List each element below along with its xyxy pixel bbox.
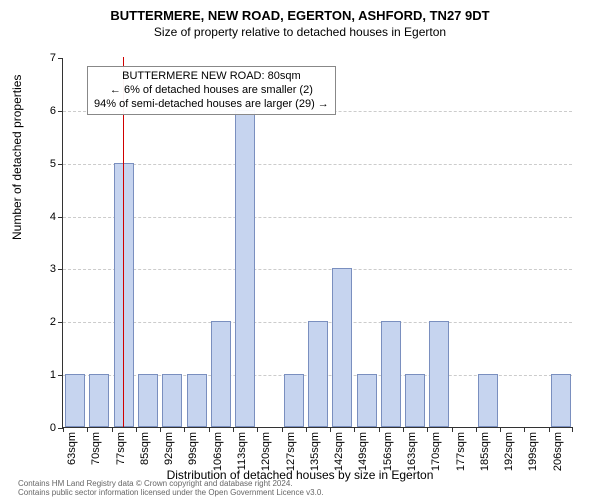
xtick-label: 92sqm [163, 432, 175, 465]
ytick-label: 1 [36, 369, 56, 381]
xtick-mark [257, 427, 258, 432]
plot-region: 63sqm70sqm77sqm85sqm92sqm99sqm106sqm113s… [62, 58, 572, 428]
histogram-bar [114, 163, 134, 427]
ytick-mark [58, 111, 63, 112]
chart-area: 63sqm70sqm77sqm85sqm92sqm99sqm106sqm113s… [62, 58, 572, 428]
xtick-mark [354, 427, 355, 432]
xtick-label: 163sqm [406, 432, 418, 471]
annotation-line: 94% of semi-detached houses are larger (… [94, 98, 329, 112]
histogram-bar [551, 374, 571, 427]
xtick-mark [427, 427, 428, 432]
xtick-mark [476, 427, 477, 432]
xtick-label: 77sqm [115, 432, 127, 465]
xtick-mark [452, 427, 453, 432]
xtick-mark [306, 427, 307, 432]
ytick-label: 4 [36, 211, 56, 223]
histogram-bar [308, 321, 328, 427]
xtick-mark [549, 427, 550, 432]
gridline-h [63, 269, 572, 270]
xtick-mark [136, 427, 137, 432]
gridline-h [63, 217, 572, 218]
xtick-mark [524, 427, 525, 432]
xtick-label: 170sqm [430, 432, 442, 471]
xtick-mark [160, 427, 161, 432]
xtick-label: 185sqm [479, 432, 491, 471]
ytick-mark [58, 322, 63, 323]
ytick-label: 5 [36, 158, 56, 170]
histogram-bar [211, 321, 231, 427]
xtick-mark [330, 427, 331, 432]
histogram-bar [405, 374, 425, 427]
xtick-label: 85sqm [139, 432, 151, 465]
histogram-bar [332, 268, 352, 427]
xtick-mark [184, 427, 185, 432]
annotation-line: ← 6% of detached houses are smaller (2) [94, 84, 329, 98]
histogram-bar [235, 110, 255, 427]
xtick-mark [63, 427, 64, 432]
xtick-label: 199sqm [527, 432, 539, 471]
ytick-mark [58, 58, 63, 59]
ytick-label: 0 [36, 422, 56, 434]
annotation-line: BUTTERMERE NEW ROAD: 80sqm [94, 70, 329, 84]
annotation-box: BUTTERMERE NEW ROAD: 80sqm← 6% of detach… [87, 66, 336, 115]
xtick-label: 70sqm [90, 432, 102, 465]
xtick-mark [379, 427, 380, 432]
histogram-bar [138, 374, 158, 427]
ytick-label: 6 [36, 105, 56, 117]
xtick-mark [233, 427, 234, 432]
histogram-bar [284, 374, 304, 427]
footer-line-2: Contains public sector information licen… [18, 489, 324, 498]
xtick-label: 149sqm [357, 432, 369, 471]
xtick-label: 142sqm [333, 432, 345, 471]
xtick-mark [500, 427, 501, 432]
xtick-mark [282, 427, 283, 432]
xtick-mark [87, 427, 88, 432]
histogram-bar [429, 321, 449, 427]
histogram-bar [187, 374, 207, 427]
xtick-label: 156sqm [382, 432, 394, 471]
xtick-label: 99sqm [187, 432, 199, 465]
xtick-label: 177sqm [455, 432, 467, 471]
ytick-mark [58, 217, 63, 218]
xtick-label: 63sqm [66, 432, 78, 465]
ytick-mark [58, 164, 63, 165]
chart-title: BUTTERMERE, NEW ROAD, EGERTON, ASHFORD, … [0, 0, 600, 23]
ytick-mark [58, 375, 63, 376]
gridline-h [63, 164, 572, 165]
histogram-bar [478, 374, 498, 427]
xtick-label: 135sqm [309, 432, 321, 471]
xtick-mark [112, 427, 113, 432]
y-axis-label: Number of detached properties [10, 75, 24, 240]
xtick-label: 106sqm [212, 432, 224, 471]
ytick-mark [58, 269, 63, 270]
ytick-label: 3 [36, 263, 56, 275]
attribution-footer: Contains HM Land Registry data © Crown c… [18, 480, 324, 498]
ytick-label: 7 [36, 52, 56, 64]
xtick-mark [572, 427, 573, 432]
histogram-bar [89, 374, 109, 427]
xtick-label: 192sqm [503, 432, 515, 471]
xtick-label: 120sqm [260, 432, 272, 471]
histogram-bar [381, 321, 401, 427]
histogram-bar [162, 374, 182, 427]
xtick-mark [403, 427, 404, 432]
xtick-label: 113sqm [236, 432, 248, 470]
chart-subtitle: Size of property relative to detached ho… [0, 23, 600, 39]
histogram-bar [357, 374, 377, 427]
xtick-mark [209, 427, 210, 432]
ytick-label: 2 [36, 316, 56, 328]
xtick-label: 127sqm [285, 432, 297, 471]
xtick-label: 206sqm [552, 432, 564, 471]
histogram-bar [65, 374, 85, 427]
